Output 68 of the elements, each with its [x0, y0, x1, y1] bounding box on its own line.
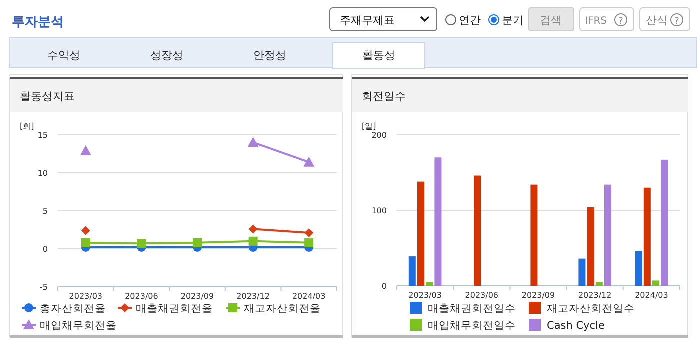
x-tick-label: 2023/12	[578, 291, 612, 300]
x-tick-label: 2023/09	[180, 292, 214, 301]
legend-label: 매입채무회전율	[40, 320, 117, 332]
y-tick-label: 200	[372, 131, 387, 140]
x-tick-label: 2023/03	[408, 291, 442, 300]
text: ?	[618, 17, 624, 27]
legend-label: 매출채권회전율	[136, 303, 213, 315]
text: IFRS	[585, 16, 607, 27]
bar	[426, 282, 434, 286]
bar	[652, 280, 660, 286]
x-tick-label: 2023/09	[522, 291, 556, 300]
bar	[635, 251, 642, 286]
text: 투자분석	[12, 15, 64, 30]
text: 안정성	[254, 49, 286, 62]
legend-label: Cash Cycle	[547, 320, 605, 332]
bar	[578, 258, 586, 286]
text: 분기	[502, 14, 524, 27]
point	[81, 238, 90, 248]
bar	[596, 282, 603, 286]
bar	[530, 184, 538, 286]
point	[248, 236, 258, 246]
text: 성장성	[150, 49, 184, 62]
text: 활동성	[362, 49, 396, 62]
y-tick-label: 15	[38, 131, 48, 140]
legend-label: 매출채권회전일수	[428, 303, 516, 315]
y-axis-title: [회]	[20, 122, 34, 131]
bar	[474, 176, 482, 286]
point	[248, 224, 258, 234]
x-tick-label: 2024/03	[635, 291, 668, 300]
bar	[604, 184, 612, 286]
text: 산식	[646, 14, 668, 27]
x-tick-label: 2023/06	[465, 291, 499, 300]
chart-title: 회전일수	[362, 90, 406, 103]
x-tick-label: 2024/03	[292, 292, 326, 301]
bar	[587, 207, 594, 286]
y-tick-label: 0	[382, 282, 387, 291]
legend-label: 총자산회전율	[40, 303, 106, 315]
text: 검색	[540, 14, 562, 27]
bar	[644, 188, 651, 286]
bar	[418, 182, 424, 286]
point	[304, 238, 314, 248]
point	[248, 137, 259, 148]
legend-label: 재고자산회전일수	[547, 303, 635, 315]
y-tick-label: 100	[372, 206, 387, 216]
point	[80, 145, 92, 156]
legend-label: 재고자산회전율	[244, 303, 321, 315]
y-axis-title: [일]	[362, 122, 376, 131]
point	[137, 239, 146, 248]
point	[304, 228, 314, 238]
legend-label: 매입채무회전일수	[428, 320, 516, 332]
x-tick-label: 2023/03	[69, 292, 103, 301]
bar	[434, 158, 442, 286]
y-tick-label: -5	[40, 283, 48, 292]
bar	[408, 256, 416, 286]
text: 연간	[459, 14, 481, 27]
x-tick-label: 2023/06	[125, 292, 158, 301]
y-tick-label: 5	[42, 207, 48, 216]
bar	[661, 160, 668, 286]
y-tick-label: 10	[38, 169, 48, 178]
text: 수익성	[48, 49, 80, 62]
point	[193, 238, 202, 248]
y-tick-label: 0	[42, 245, 48, 254]
point	[81, 226, 90, 236]
point	[304, 156, 315, 167]
chart-title: 활동성지표	[20, 90, 75, 103]
text: ?	[674, 17, 680, 27]
x-tick-label: 2023/12	[236, 292, 270, 301]
text: 주재무제표	[340, 14, 395, 27]
